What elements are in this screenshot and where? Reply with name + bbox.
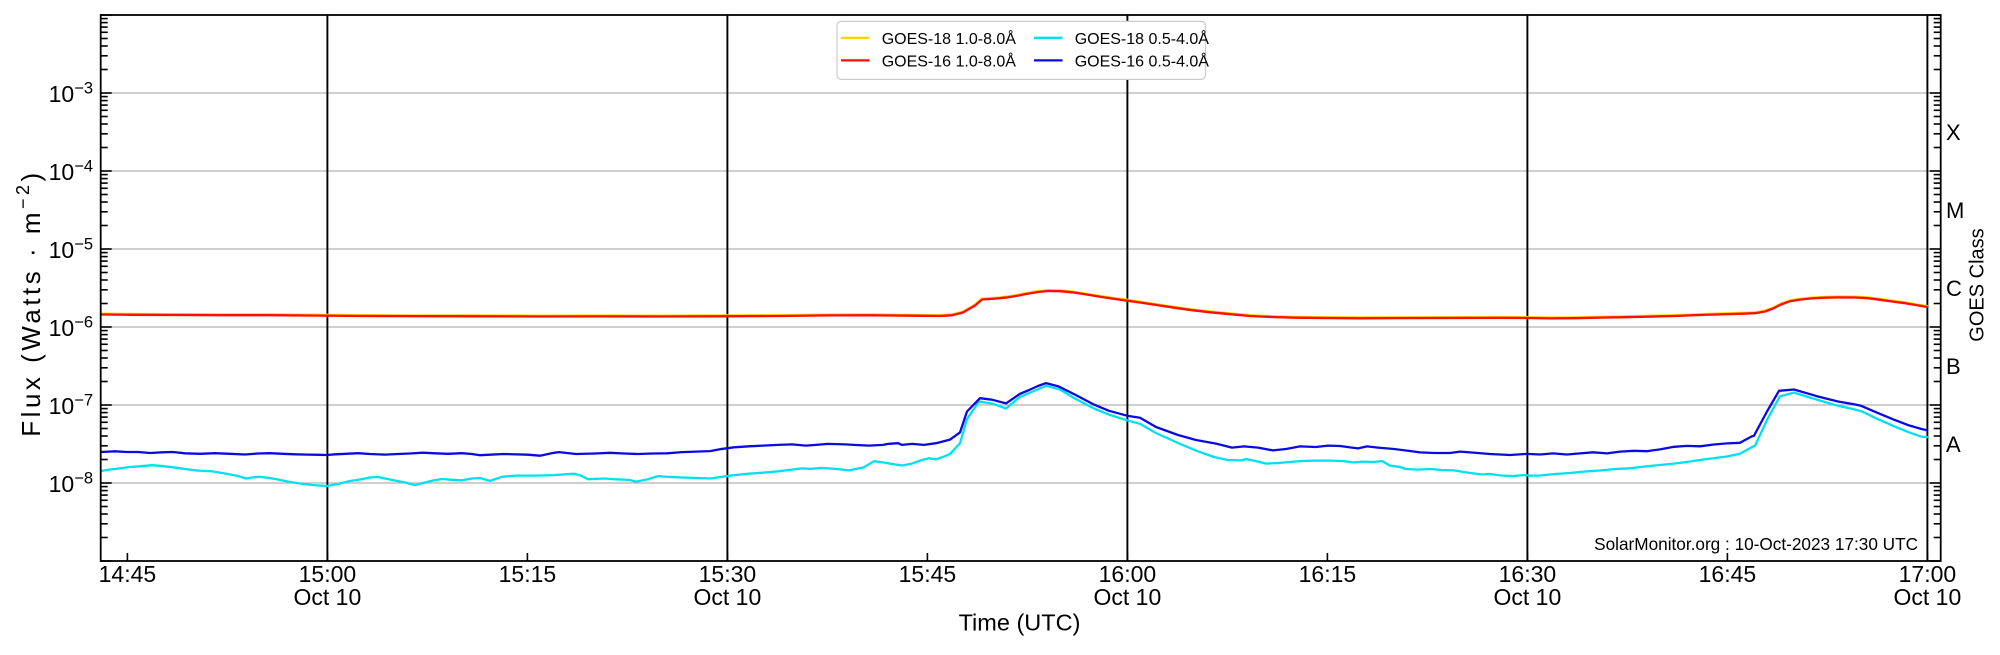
svg-text:X: X [1946, 120, 1961, 145]
svg-text:GOES-16 1.0-8.0Å: GOES-16 1.0-8.0Å [882, 51, 1017, 70]
svg-text:GOES-16 0.5-4.0Å: GOES-16 0.5-4.0Å [1075, 51, 1210, 70]
svg-text:B: B [1946, 354, 1961, 379]
svg-text:16:15: 16:15 [1299, 561, 1357, 587]
svg-text:Oct 10: Oct 10 [1094, 584, 1162, 610]
svg-text:16:00: 16:00 [1099, 561, 1157, 587]
svg-text:15:00: 15:00 [299, 561, 357, 587]
svg-text:14:45: 14:45 [99, 561, 157, 587]
svg-text:A: A [1946, 432, 1961, 457]
svg-text:Oct 10: Oct 10 [1894, 584, 1962, 610]
svg-text:15:15: 15:15 [499, 561, 557, 587]
svg-text:GOES-18 1.0-8.0Å: GOES-18 1.0-8.0Å [882, 29, 1017, 48]
svg-text:16:45: 16:45 [1699, 561, 1757, 587]
svg-text:Flux (Watts · m−2): Flux (Watts · m−2) [13, 169, 46, 436]
svg-text:SolarMonitor.org : 10-Oct-2023: SolarMonitor.org : 10-Oct-2023 17:30 UTC [1594, 534, 1918, 554]
svg-text:15:30: 15:30 [699, 561, 757, 587]
svg-text:17:00: 17:00 [1899, 561, 1957, 587]
svg-text:10−7: 10−7 [49, 392, 93, 419]
svg-text:GOES-18 0.5-4.0Å: GOES-18 0.5-4.0Å [1075, 29, 1210, 48]
svg-text:GOES Class: GOES Class [1967, 228, 1989, 341]
svg-text:16:30: 16:30 [1499, 561, 1557, 587]
svg-text:C: C [1946, 276, 1962, 301]
svg-text:Time (UTC): Time (UTC) [959, 610, 1081, 636]
svg-text:Oct 10: Oct 10 [694, 584, 762, 610]
svg-text:M: M [1946, 198, 1964, 223]
svg-text:15:45: 15:45 [899, 561, 957, 587]
svg-text:Oct 10: Oct 10 [294, 584, 362, 610]
svg-text:Oct 10: Oct 10 [1494, 584, 1562, 610]
